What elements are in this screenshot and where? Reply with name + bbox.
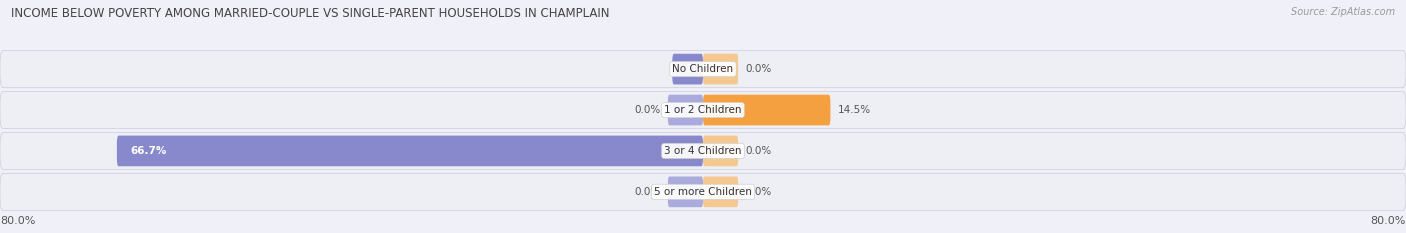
Text: 0.0%: 0.0% [745, 146, 772, 156]
FancyBboxPatch shape [0, 132, 1406, 170]
FancyBboxPatch shape [0, 51, 1406, 88]
FancyBboxPatch shape [117, 136, 703, 166]
Text: 3 or 4 Children: 3 or 4 Children [664, 146, 742, 156]
Text: 1 or 2 Children: 1 or 2 Children [664, 105, 742, 115]
Text: INCOME BELOW POVERTY AMONG MARRIED-COUPLE VS SINGLE-PARENT HOUSEHOLDS IN CHAMPLA: INCOME BELOW POVERTY AMONG MARRIED-COUPL… [11, 7, 610, 20]
Text: 0.0%: 0.0% [634, 187, 661, 197]
FancyBboxPatch shape [703, 95, 831, 125]
Text: 80.0%: 80.0% [1371, 216, 1406, 226]
Text: 0.0%: 0.0% [634, 105, 661, 115]
FancyBboxPatch shape [703, 177, 738, 207]
FancyBboxPatch shape [703, 54, 738, 84]
FancyBboxPatch shape [0, 91, 1406, 129]
FancyBboxPatch shape [0, 173, 1406, 210]
Text: 0.0%: 0.0% [745, 187, 772, 197]
Text: Source: ZipAtlas.com: Source: ZipAtlas.com [1291, 7, 1395, 17]
FancyBboxPatch shape [672, 54, 703, 84]
Text: No Children: No Children [672, 64, 734, 74]
FancyBboxPatch shape [703, 136, 738, 166]
Text: 14.5%: 14.5% [838, 105, 870, 115]
Text: 80.0%: 80.0% [0, 216, 35, 226]
Text: 5 or more Children: 5 or more Children [654, 187, 752, 197]
Text: 0.0%: 0.0% [745, 64, 772, 74]
Text: 66.7%: 66.7% [129, 146, 166, 156]
Text: 3.5%: 3.5% [686, 64, 714, 74]
FancyBboxPatch shape [668, 95, 703, 125]
FancyBboxPatch shape [668, 177, 703, 207]
